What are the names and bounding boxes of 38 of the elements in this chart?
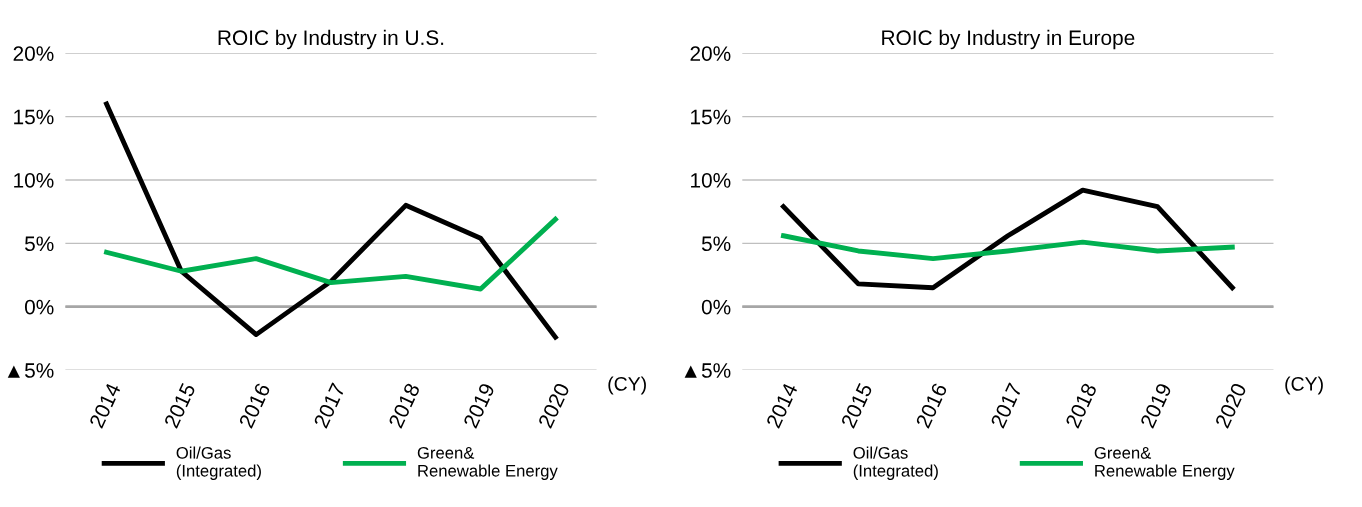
text: (CY) [608,376,646,395]
x-tick-label: 2018 [388,382,421,429]
x-tick-label: 2017 [990,382,1023,429]
x-tick-label: 2019 [462,382,496,429]
legend-label: Green& Renewable Energy [417,446,558,480]
y-tick-label: 0% [701,299,731,315]
y-tick-label: 20% [13,46,54,61]
x-tick-label: 2016 [238,382,271,429]
x-tick-label: 2017 [313,382,346,429]
chart-title: ROIC by Industry in U.S. [218,29,444,50]
y-tick-label: 5% [24,236,54,252]
y-tick-label: 20% [690,46,731,61]
y-tick-label: ▲5% [684,363,731,378]
x-tick-label: 2020 [1214,382,1247,429]
x-tick-label: 2016 [915,382,948,429]
y-tick-label: 15% [14,109,54,125]
line-series [104,216,558,292]
legend-label: Oil/Gas (Integrated) [176,446,261,480]
line-series [781,233,1235,261]
y-tick-label: 15% [691,109,731,125]
legend-label: Green& Renewable Energy [1094,446,1235,480]
y-tick-label: 10% [14,172,54,188]
x-tick-label: 2015 [840,382,873,429]
text: (CY) [1285,376,1323,395]
x-tick-label: 2019 [1139,382,1172,429]
x-tick-label: 2018 [1065,382,1098,429]
y-tick-label: ▲5% [7,363,54,378]
chart-title: ROIC by Industry in Europe [882,29,1135,50]
x-tick-label: 2014 [765,382,799,429]
legend-label: Oil/Gas (Integrated) [853,446,938,480]
y-tick-label: 0% [24,299,54,315]
x-tick-label: 2014 [88,382,122,429]
x-tick-label: 2020 [537,382,570,429]
x-tick-label: 2015 [163,382,196,429]
y-tick-label: 10% [691,172,731,188]
line-series [781,187,1235,291]
y-tick-label: 5% [701,236,731,252]
line-series [104,101,558,340]
